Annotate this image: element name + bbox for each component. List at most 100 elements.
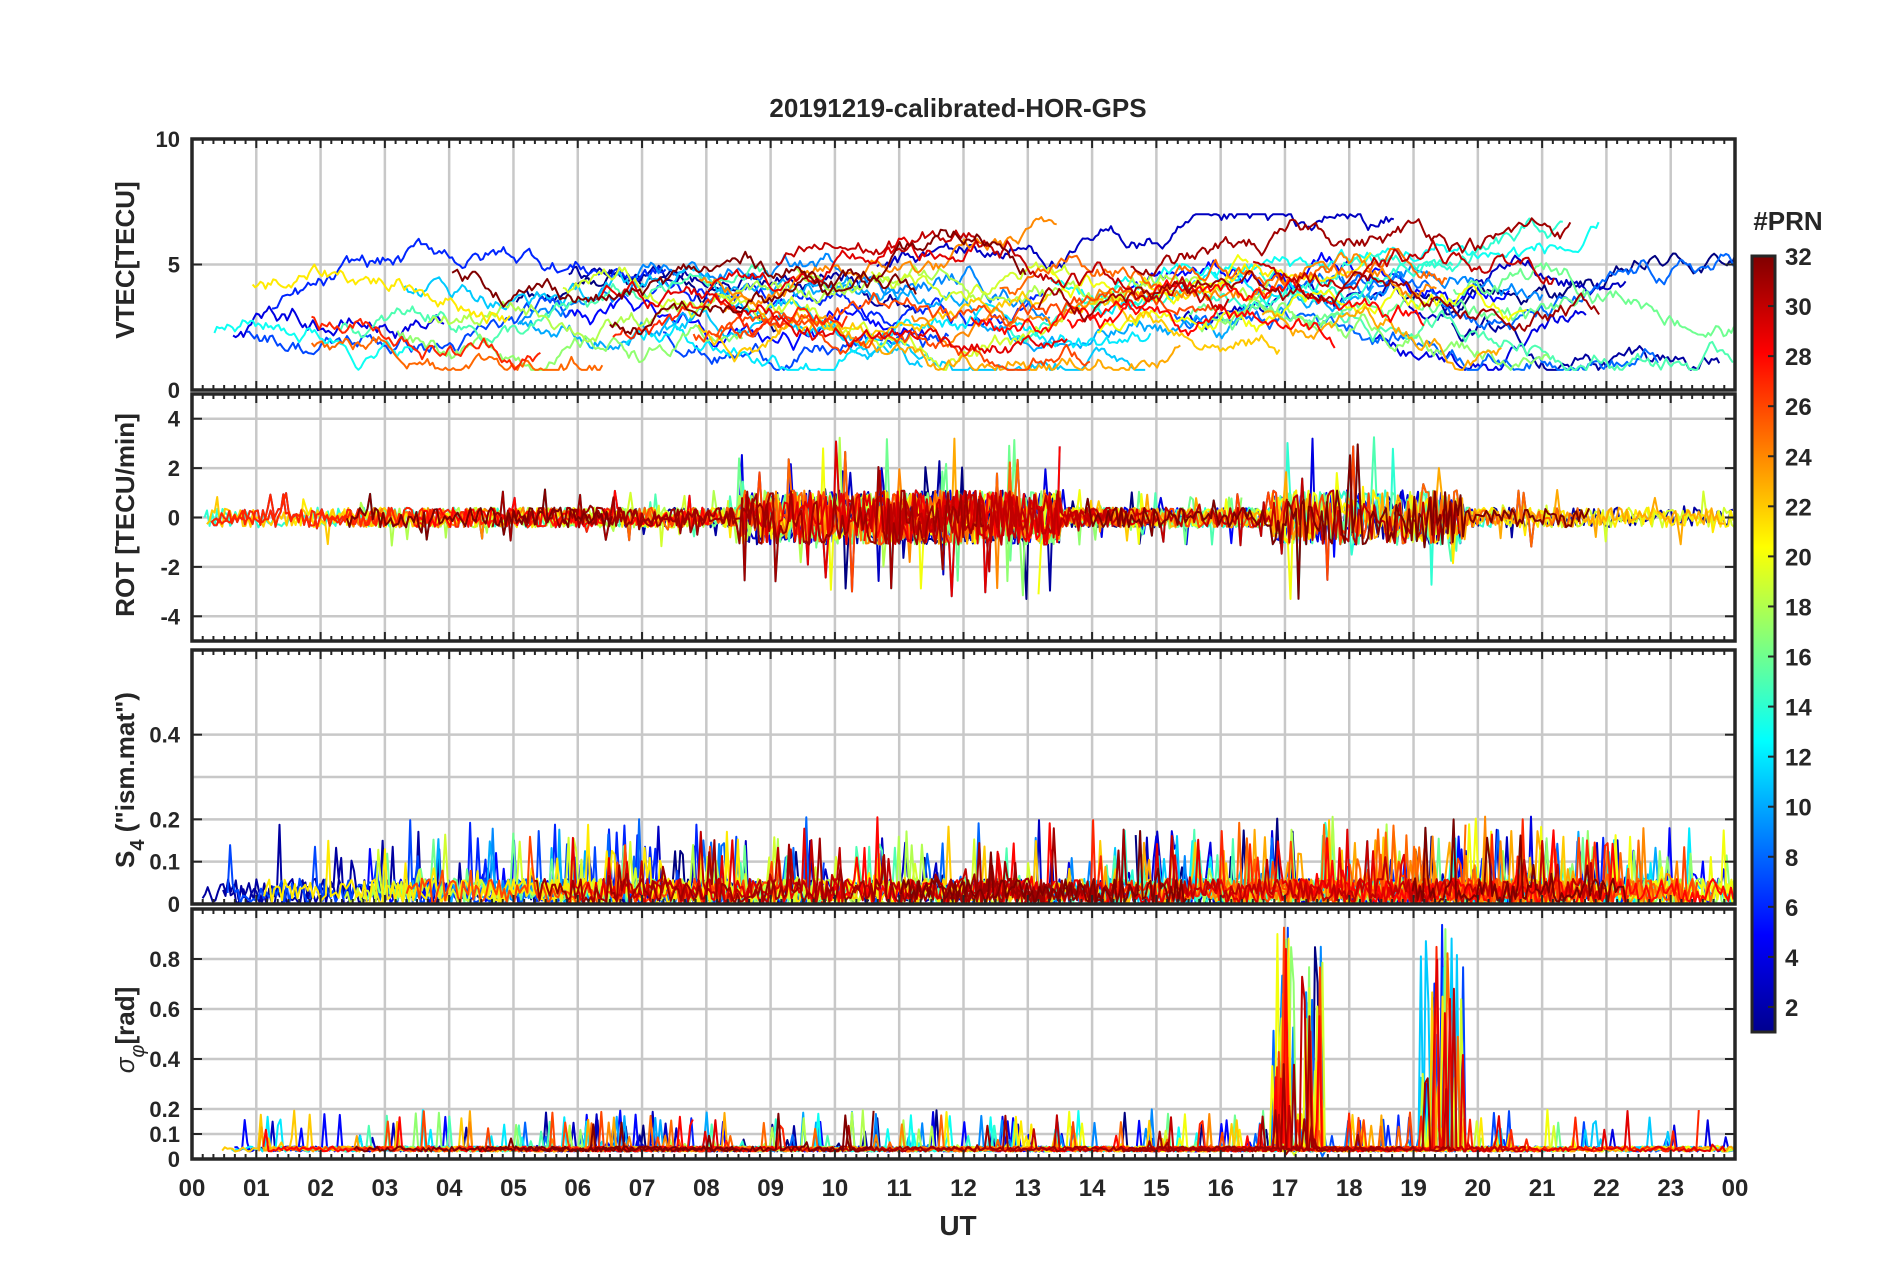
rot-y-label: ROT [TECU/min]: [110, 413, 140, 617]
x-tick-label: 14: [1079, 1175, 1106, 1202]
y-tick-label: 0: [168, 378, 180, 403]
prn-trace: [310, 336, 604, 371]
x-tick-label: 19: [1400, 1175, 1427, 1202]
vtec-y-label: VTEC[TECU]: [110, 181, 140, 338]
prn-trace: [346, 488, 613, 541]
y-tick-label: -2: [160, 555, 180, 580]
prn-trace: [353, 1110, 875, 1153]
colorbar-tick-label: 4: [1785, 945, 1799, 972]
prn-trace: [427, 278, 859, 343]
prn-trace: [722, 295, 1181, 371]
chart-title: 20191219-calibrated-HOR-GPS: [769, 93, 1146, 123]
x-tick-label: 06: [564, 1175, 591, 1202]
prn-trace: [806, 278, 1375, 353]
colorbar-tick-label: 26: [1785, 394, 1812, 421]
prn-trace: [987, 926, 1416, 1153]
x-tick-label: 22: [1593, 1175, 1620, 1202]
prn-trace: [887, 477, 1461, 555]
x-tick-label: 02: [307, 1175, 334, 1202]
colorbar-tick-label: 20: [1785, 544, 1812, 571]
prn-trace: [999, 247, 1448, 296]
x-tick-label: 23: [1657, 1175, 1684, 1202]
prn-trace: [609, 273, 917, 336]
y-tick-label: 0.1: [149, 1122, 180, 1147]
colorbar-tick-label: 12: [1785, 745, 1812, 772]
x-tick-label: 00: [179, 1175, 206, 1202]
prn-trace: [232, 305, 445, 339]
phi-subscript: φ: [127, 1045, 149, 1058]
panel-s4: 0 0.1 0.2 0.4: [149, 648, 1737, 917]
prn-trace: [714, 310, 1091, 371]
prn-trace: [1452, 262, 1735, 338]
panel-sigma-phi: 00.10.2 0.4 0.6 0.8 00 01 02 03 04 05 06 07 08 09 10 11…: [149, 907, 1749, 1202]
colorbar-tick-label: 24: [1785, 444, 1812, 471]
x-tick-label: 13: [1014, 1175, 1041, 1202]
sigma-phi-y-label: σφ[rad]: [110, 987, 149, 1074]
panel-rot: -4 -2 0 2 4: [160, 392, 1737, 643]
prn-trace: [210, 492, 452, 530]
prn-trace: [1136, 975, 1527, 1153]
prn-trace: [1261, 306, 1502, 371]
prn-trace: [213, 319, 414, 371]
prn-trace: [311, 315, 541, 371]
y-tick-label: 4: [168, 407, 181, 432]
prn-trace: [697, 290, 1050, 363]
prn-trace: [1429, 958, 1727, 1153]
x-tick-label: 00: [1722, 1175, 1749, 1202]
y-tick-label: -4: [160, 604, 180, 629]
y-tick-label: 0.4: [149, 1047, 180, 1072]
colorbar-tick-label: 14: [1785, 695, 1812, 722]
prn-trace: [1070, 298, 1281, 355]
y-tick-label: 10: [156, 127, 180, 152]
x-tick-label: 21: [1529, 1175, 1556, 1202]
prn-trace: [1138, 252, 1372, 302]
x-tick-label: 05: [500, 1175, 527, 1202]
colorbar-title: #PRN: [1753, 206, 1822, 236]
x-tick-label: 10: [822, 1175, 849, 1202]
x-tick-label: 17: [1272, 1175, 1299, 1202]
colorbar-tick-label: 16: [1785, 645, 1812, 672]
x-tick-label: 15: [1143, 1175, 1170, 1202]
sigma-symbol: σ: [110, 1056, 140, 1073]
colorbar-tick-label: 10: [1785, 795, 1812, 822]
prn-trace: [1084, 443, 1591, 600]
x-tick-label: 07: [629, 1175, 656, 1202]
y-tick-label: 0.6: [149, 997, 180, 1022]
x-tick-label: 01: [243, 1175, 270, 1202]
prn-trace: [1037, 269, 1600, 332]
prn-trace: [1371, 309, 1587, 371]
sigma-phi-y-unit: [rad]: [110, 987, 140, 1045]
y-tick-label: 0.1: [149, 850, 180, 875]
colorbar-tick-label: 32: [1785, 244, 1812, 271]
prn-trace: [899, 830, 1188, 904]
x-tick-label: 04: [436, 1175, 463, 1202]
prn-trace: [1405, 252, 1735, 317]
prn-trace: [698, 216, 1057, 308]
s4-y-label-source: "ism.mat": [110, 701, 140, 824]
prn-trace: [1007, 259, 1454, 343]
colorbar-tick-label: 22: [1785, 494, 1812, 521]
prn-trace: [339, 264, 771, 344]
colorbar-tick-label: 2: [1785, 995, 1798, 1022]
colorbar-tick-label: 30: [1785, 294, 1812, 321]
prn-trace: [251, 263, 511, 325]
prn-trace: [1307, 309, 1734, 371]
y-tick-label: 0: [168, 506, 180, 531]
y-tick-label: 0.4: [149, 723, 180, 748]
prn-trace: [1292, 829, 1735, 904]
prn-trace: [1258, 217, 1563, 297]
colorbar: [1750, 254, 1777, 1034]
prn-trace: [1252, 239, 1555, 291]
prn-trace: [1411, 818, 1629, 904]
x-tick-label: 12: [950, 1175, 977, 1202]
prn-trace: [1130, 217, 1572, 277]
y-tick-label: 0.2: [149, 807, 180, 832]
y-tick-label: 0.2: [149, 1097, 180, 1122]
x-tick-label: 03: [372, 1175, 399, 1202]
prn-trace: [1066, 299, 1336, 349]
prn-trace: [970, 278, 1425, 336]
colorbar-tick-label: 6: [1785, 895, 1798, 922]
prn-trace: [1340, 263, 1544, 301]
